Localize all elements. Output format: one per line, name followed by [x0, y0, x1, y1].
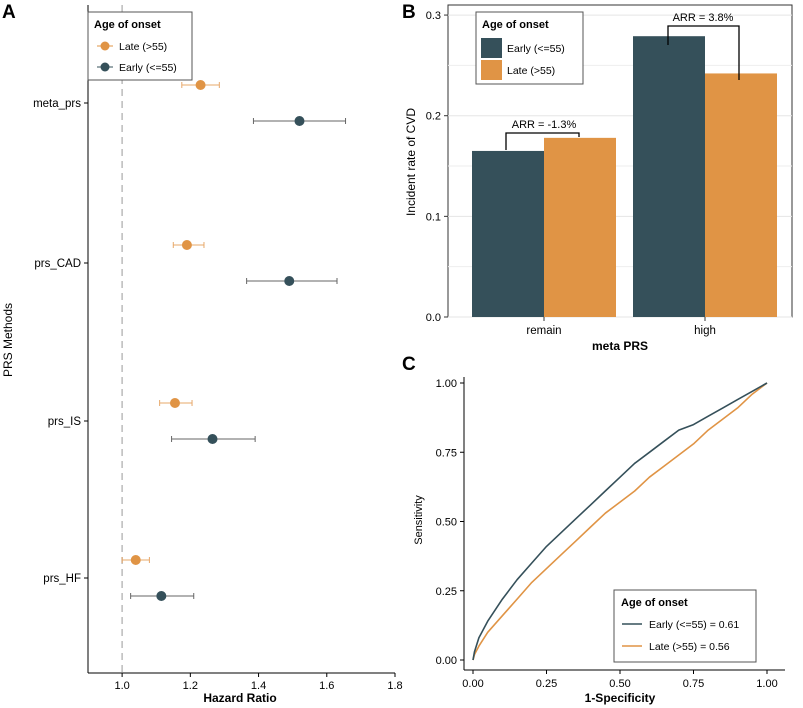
panel-b-arr-bracket-remain: ARR = -1.3% [505, 119, 580, 150]
panel-b-bar-early [633, 36, 705, 317]
panel-a-x-tick-label: 1.6 [319, 680, 334, 692]
panel-a-x-tick-label: 1.2 [183, 680, 198, 692]
panel-b-y-tick-label: 0.1 [426, 211, 441, 223]
panel-a-legend-late-label: Late (>55) [119, 41, 167, 53]
panel-a-point-late [130, 555, 141, 565]
panel-c-y-tick-label: 0.75 [436, 447, 457, 459]
panel-b-y-tick-label: 0.0 [426, 312, 441, 324]
panel-c-legend-late-label: Late (>55) = 0.56 [649, 641, 730, 653]
panel-a-y-tick-label: prs_CAD [34, 258, 81, 270]
panel-c-x-tick-label: 0.75 [683, 678, 704, 690]
panel-a-legend-early-dot [100, 62, 110, 72]
panel-b-bar-early [472, 150, 544, 317]
panel-b-legend-late-label: Late (>55) [507, 65, 555, 77]
panel-b-x-tick-label: remain [526, 325, 561, 337]
panel-c-y-tick-label: 0.00 [436, 655, 457, 667]
panel-c-y-tick-label: 0.50 [436, 517, 457, 529]
panel-a-x-tick-label: 1.4 [251, 680, 266, 692]
panel-a-point-late [181, 240, 192, 250]
panel-b-bar-late [705, 73, 777, 317]
panel-c-x-tick-label: 0.00 [462, 678, 483, 690]
panel-b-bar-late [544, 137, 616, 317]
panel-c-x-tick-label: 1.00 [756, 678, 777, 690]
panel-c-roc-chart: 0.00 0.25 0.50 0.75 1.00 0.00 0.25 0.50 0.75 1.0… [413, 377, 785, 705]
panel-b-legend-early-label: Early (<=55) [507, 43, 565, 55]
panel-b-arr-bracket-high: ARR = 3.8% [667, 12, 740, 80]
panel-c-x-tick-label: 0.50 [609, 678, 630, 690]
panel-a-forest-plot: meta_prs prs_CAD prs_IS prs_HF 1.0 1.2 1.4 1.6… [1, 5, 403, 705]
panel-c-legend: Age of onset Early (<=55) = 0.61 Late (>… [613, 589, 757, 663]
panel-a-point-early [156, 591, 167, 601]
panel-a-point-late [195, 80, 206, 90]
panel-b-legend-early-swatch [481, 38, 502, 58]
panel-c-y-tick-label: 0.25 [436, 586, 457, 598]
panel-b-annotation-remain: ARR = -1.3% [512, 119, 577, 131]
panel-b-annotation-high: ARR = 3.8% [673, 12, 734, 24]
panel-c-y-axis-title: Sensitivity [413, 495, 425, 545]
panel-a-legend-title: Age of onset [94, 19, 161, 31]
panel-a-point-early [284, 276, 295, 286]
panel-a-x-tick-label: 1.8 [387, 680, 402, 692]
panel-a-y-tick-label: meta_prs [33, 98, 81, 110]
panel-a-legend: Age of onset Late (>55) Early (<=55) [87, 11, 193, 81]
panel-b-x-axis-title: meta PRS [592, 339, 648, 353]
panel-a-point-early [207, 434, 218, 444]
panel-c-legend-title: Age of onset [621, 597, 688, 609]
panel-a-point-early [294, 116, 305, 126]
panel-c-x-tick-label: 0.25 [536, 678, 557, 690]
panel-c-y-tick-label: 1.00 [436, 378, 457, 390]
panel-a-y-tick-label: prs_HF [43, 573, 81, 585]
panel-b-x-tick-label: high [694, 325, 716, 337]
panel-c-legend-early-label: Early (<=55) = 0.61 [649, 619, 739, 631]
panel-b-bracket-remain-line [505, 132, 580, 150]
panel-a-x-axis-title: Hazard Ratio [203, 691, 276, 705]
panel-b-y-tick-label: 0.3 [426, 10, 441, 22]
panel-c-x-axis-title: 1-Specificity [585, 691, 656, 705]
panel-a-y-axis-title: PRS Methods [1, 303, 15, 377]
panel-a-point-late [169, 398, 180, 408]
panel-c-roc-line-late [472, 382, 768, 661]
panel-a-legend-early-label: Early (<=55) [119, 62, 177, 74]
panel-b-bar-chart: 0.0 0.1 0.2 0.3 remain high ARR = -1.3% ARR … [404, 4, 793, 353]
panel-letter-a: A [2, 2, 16, 23]
panel-a-legend-late-dot [100, 41, 110, 51]
panel-b-legend: Age of onset Early (<=55) Late (>55) [475, 11, 584, 85]
panel-c-legend-box [613, 589, 757, 663]
panel-b-y-axis-title: Incident rate of CVD [404, 108, 418, 216]
panel-a-y-tick-label: prs_IS [48, 416, 82, 428]
panel-a-x-tick-label: 1.0 [114, 680, 129, 692]
panel-letter-b: B [402, 2, 416, 23]
panel-c-roc-line-early [472, 382, 768, 661]
panel-b-legend-late-swatch [481, 60, 502, 80]
panel-b-y-tick-label: 0.2 [426, 111, 441, 123]
panel-b-bracket-high-line [667, 25, 740, 80]
panel-letter-c: C [402, 354, 416, 375]
panel-b-legend-title: Age of onset [482, 19, 549, 31]
